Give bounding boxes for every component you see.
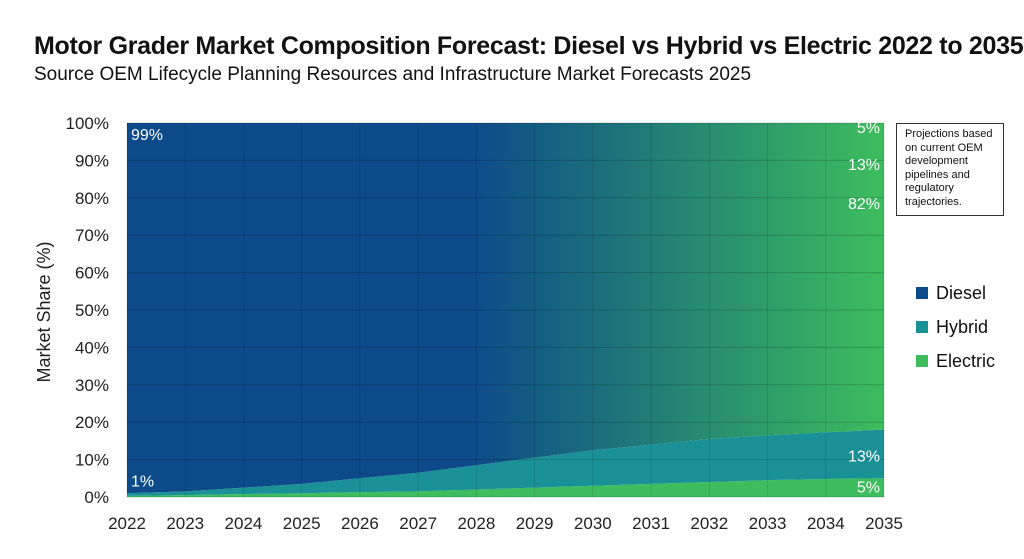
y-axis-label: Market Share (%) bbox=[34, 241, 54, 382]
legend-label-hybrid: Hybrid bbox=[936, 316, 989, 337]
y-tick-label: 70% bbox=[75, 226, 109, 245]
y-tick-label: 0% bbox=[84, 488, 109, 507]
legend-item-diesel: Diesel bbox=[916, 276, 995, 310]
x-tick-label: 2030 bbox=[574, 514, 612, 533]
legend-swatch-diesel bbox=[916, 287, 928, 299]
y-tick-label: 100% bbox=[66, 114, 109, 133]
legend-swatch-electric bbox=[916, 355, 928, 367]
x-tick-label: 2028 bbox=[457, 514, 495, 533]
y-tick-label: 90% bbox=[75, 151, 109, 170]
y-tick-label: 20% bbox=[75, 413, 109, 432]
legend-label-electric: Electric bbox=[936, 350, 996, 371]
label-electric-bottom: 5% bbox=[857, 480, 880, 497]
x-tick-label: 2035 bbox=[865, 514, 903, 533]
chart-subtitle: Source OEM Lifecycle Planning Resources … bbox=[34, 64, 752, 85]
x-tick-label: 2025 bbox=[283, 514, 321, 533]
area-electric bbox=[127, 478, 884, 497]
label-diesel-start: 99% bbox=[131, 127, 163, 144]
y-tick-label: 30% bbox=[75, 376, 109, 395]
x-tick-label: 2026 bbox=[341, 514, 379, 533]
label-hybrid-start: 1% bbox=[131, 474, 154, 491]
x-tick-label: 2022 bbox=[108, 514, 146, 533]
chart-title: Motor Grader Market Composition Forecast… bbox=[34, 32, 1024, 60]
y-tick-label: 10% bbox=[75, 451, 109, 470]
x-tick-label: 2032 bbox=[690, 514, 728, 533]
area-diesel bbox=[127, 123, 884, 494]
legend-label-diesel: Diesel bbox=[936, 282, 987, 303]
label-diesel-end: 82% bbox=[848, 196, 880, 213]
y-tick-label: 50% bbox=[75, 301, 109, 320]
y-tick-label: 40% bbox=[75, 338, 109, 357]
x-tick-label: 2034 bbox=[807, 514, 845, 533]
y-tick-label: 80% bbox=[75, 189, 109, 208]
legend: Diesel Hybrid Electric bbox=[916, 276, 995, 378]
x-tick-label: 2023 bbox=[166, 514, 204, 533]
x-tick-label: 2024 bbox=[225, 514, 263, 533]
label-hybrid-top: 13% bbox=[848, 157, 880, 174]
legend-item-electric: Electric bbox=[916, 344, 995, 378]
x-tick-label: 2031 bbox=[632, 514, 670, 533]
legend-item-hybrid: Hybrid bbox=[916, 310, 995, 344]
label-electric-top: 5% bbox=[857, 120, 880, 137]
x-tick-label: 2029 bbox=[516, 514, 554, 533]
label-hybrid-bottom: 13% bbox=[848, 448, 880, 465]
y-tick-label: 60% bbox=[75, 264, 109, 283]
projection-note: Projections based on current OEM develop… bbox=[896, 123, 1004, 216]
x-tick-label: 2033 bbox=[749, 514, 787, 533]
area-hybrid bbox=[127, 429, 884, 496]
legend-swatch-hybrid bbox=[916, 321, 928, 333]
x-tick-label: 2027 bbox=[399, 514, 437, 533]
